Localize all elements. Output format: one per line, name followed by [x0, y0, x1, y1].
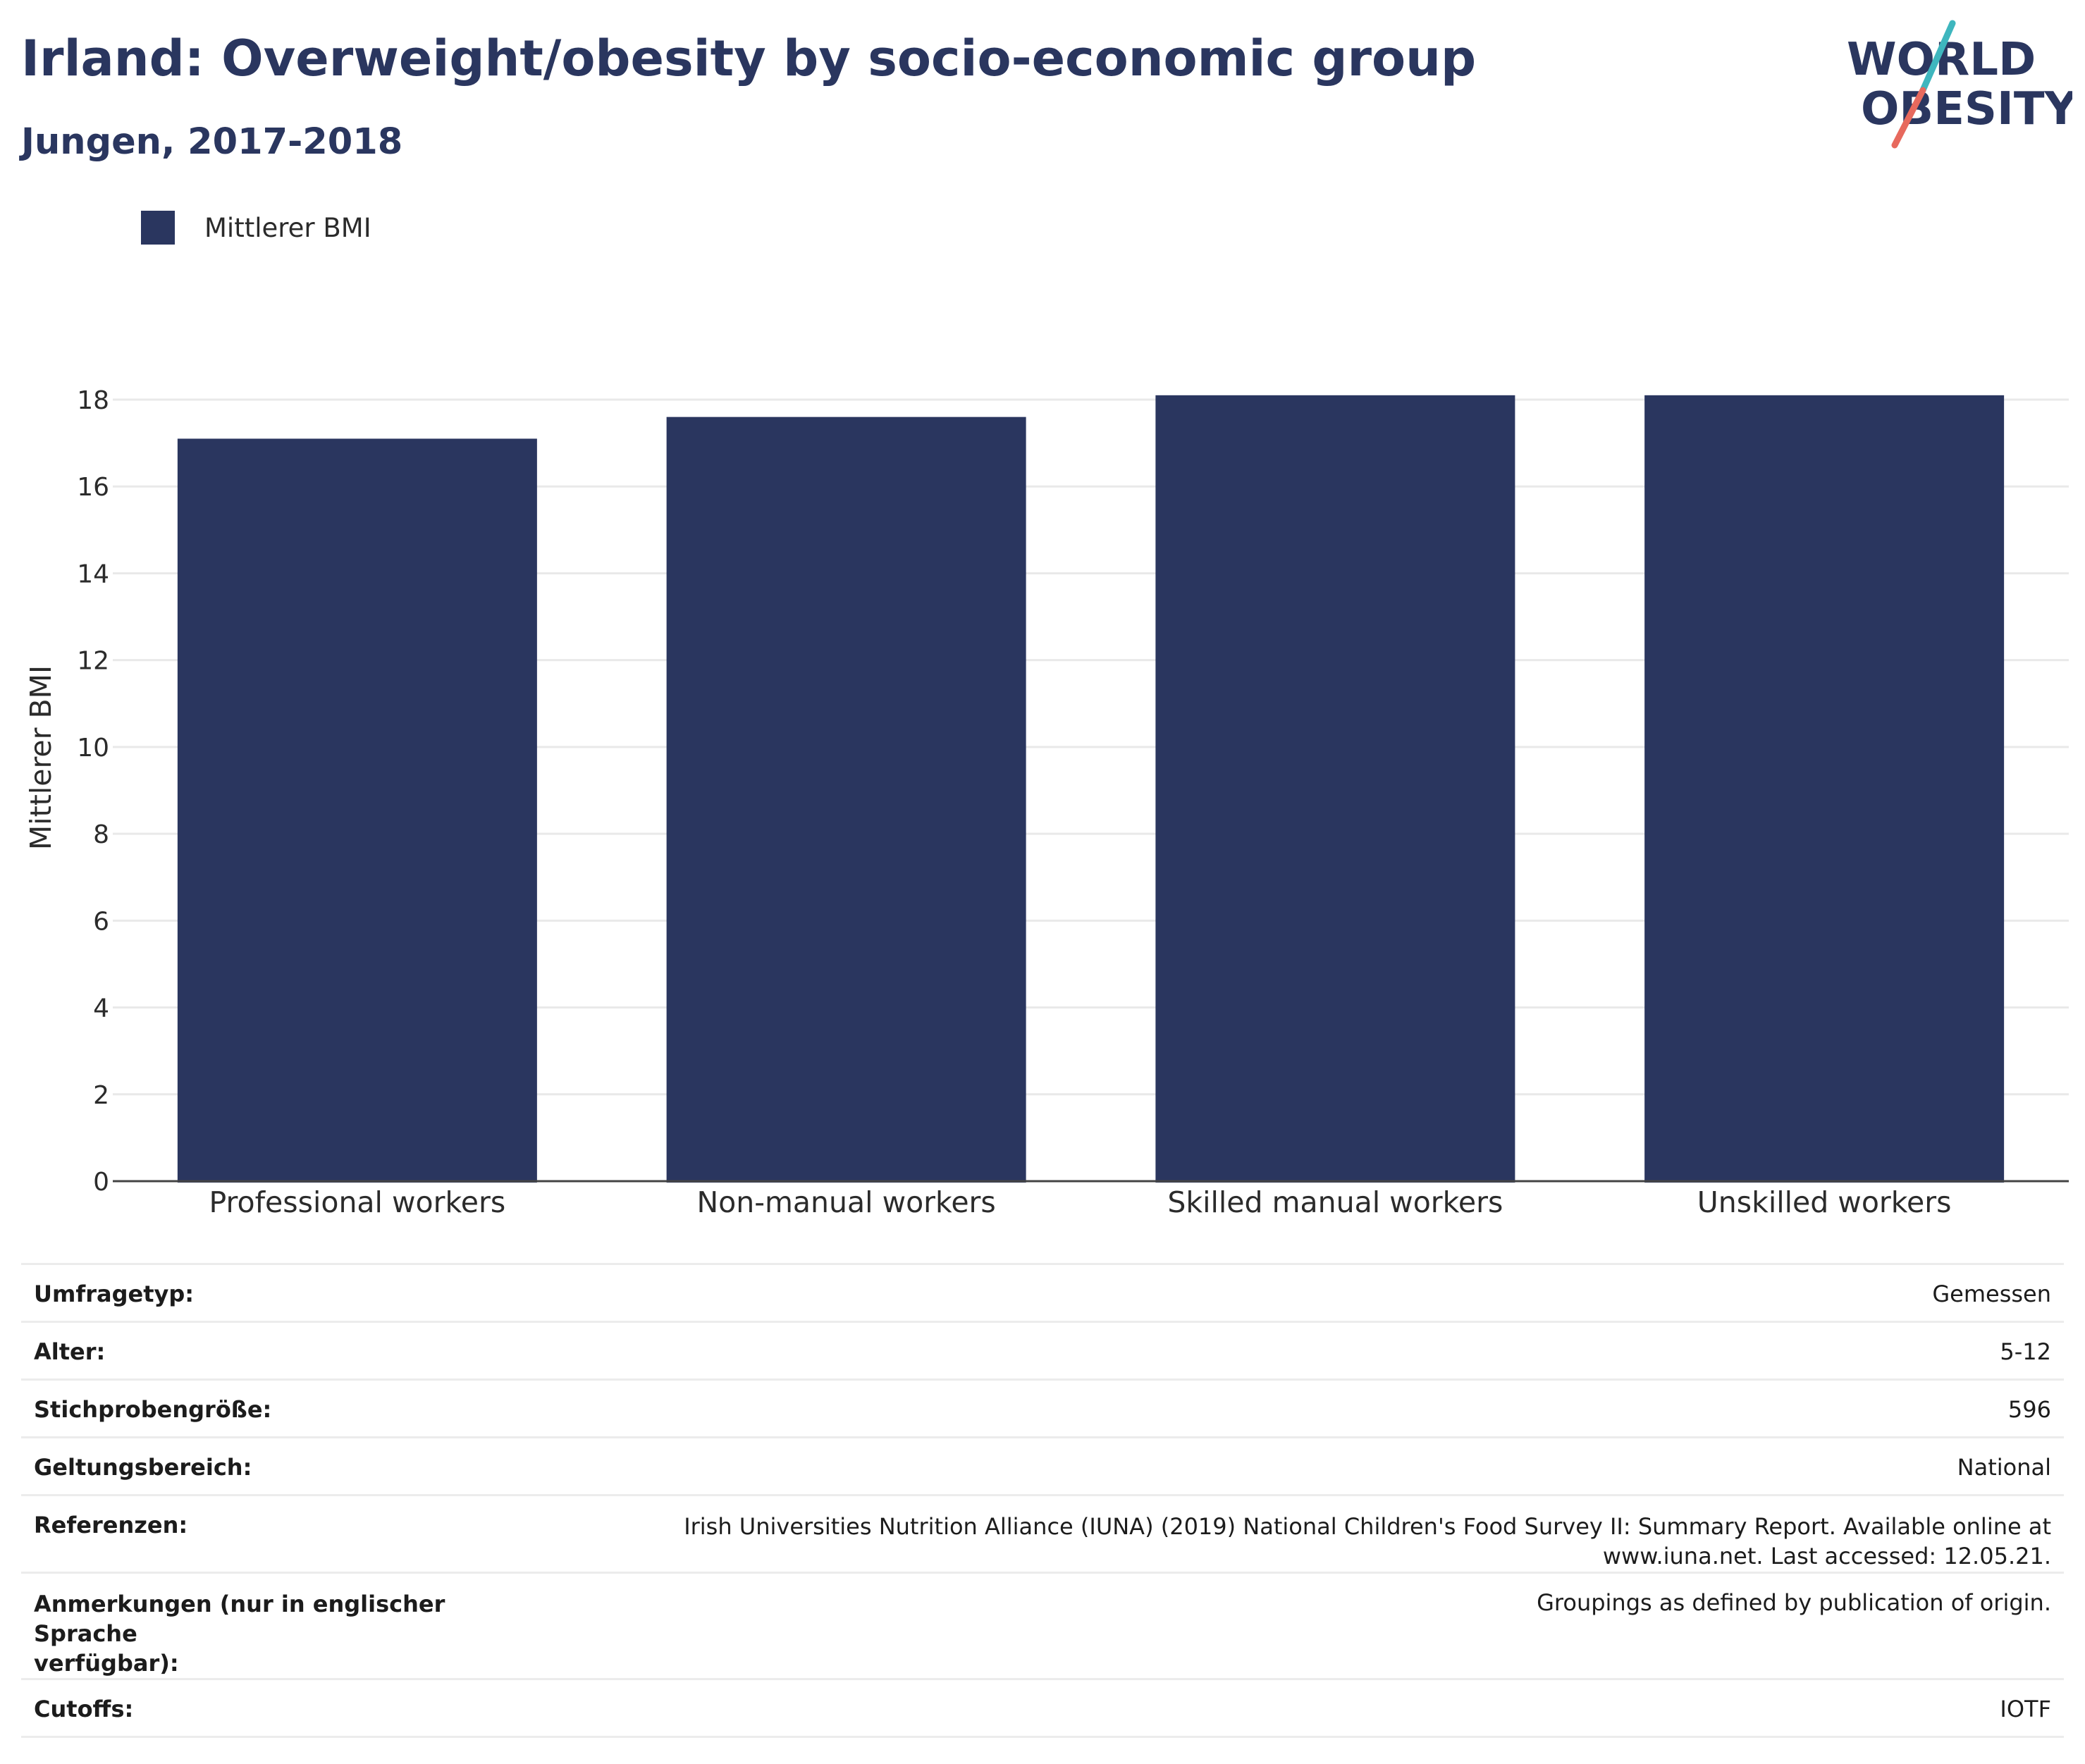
x-tick-label: Non-manual workers: [696, 1185, 995, 1219]
info-value: 5-12: [529, 1321, 2064, 1381]
info-row: Alter: 5-12: [21, 1321, 2064, 1381]
info-value-line: www.iuna.net. Last accessed: 12.05.21.: [1602, 1543, 2051, 1569]
info-row: Stichprobengröße: 596: [21, 1378, 2064, 1438]
info-row: Umfragetyp: Gemessen: [21, 1263, 2064, 1323]
info-value: 596: [529, 1378, 2064, 1438]
bar[interactable]: [1155, 395, 1515, 1183]
y-tick-label: 4: [93, 994, 109, 1023]
info-key: Anmerkungen (nur in englischer Sprache ve…: [21, 1572, 529, 1680]
info-table: Umfragetyp: Gemessen Alter: 5-12 Stichproben…: [21, 1263, 2064, 1738]
x-tick-label: Professional workers: [209, 1185, 506, 1219]
chart-subtitle: Jungen, 2017-2018: [21, 121, 403, 163]
info-value: Gemessen: [529, 1263, 2064, 1323]
y-tick-label: 0: [93, 1168, 109, 1197]
info-row: Geltungsbereich: National: [21, 1436, 2064, 1496]
world-obesity-logo: WORLD OBESITY: [1840, 20, 2072, 150]
y-tick-label: 10: [77, 734, 109, 763]
y-tick-label: 8: [93, 820, 109, 849]
x-tick-label: Skilled manual workers: [1167, 1185, 1503, 1219]
y-tick-label: 12: [77, 647, 109, 676]
x-tick-label: Unskilled workers: [1697, 1185, 1952, 1219]
info-key: Alter:: [21, 1321, 529, 1381]
legend-swatch: [141, 211, 175, 245]
info-value: National: [529, 1436, 2064, 1496]
bar-chart: 0 2 4 6 8 10 12 14 16 18 Professional workers Non-…: [24, 386, 2069, 1219]
info-key: Cutoffs:: [21, 1678, 529, 1738]
y-tick-labels: 0 2 4 6 8 10 12 14 16 18: [77, 386, 109, 1197]
info-key-line: Anmerkungen (nur in englischer Sprache: [34, 1591, 445, 1647]
y-tick-label: 14: [77, 560, 109, 588]
bar[interactable]: [666, 417, 1026, 1183]
info-value: IOTF: [529, 1678, 2064, 1738]
logo-line2: OBESITY: [1861, 83, 2072, 135]
y-tick-label: 18: [77, 386, 109, 415]
info-value: Groupings as defined by publication of o…: [529, 1572, 2064, 1680]
legend-label: Mittlerer BMI: [204, 212, 371, 243]
info-value: Irish Universities Nutrition Alliance (I…: [529, 1494, 2064, 1574]
info-key: Referenzen:: [21, 1494, 529, 1574]
bar[interactable]: [1644, 395, 2005, 1183]
info-value-line: Irish Universities Nutrition Alliance (I…: [684, 1513, 2051, 1540]
info-key-line: verfügbar):: [34, 1650, 179, 1677]
logo-slash-top: [1919, 20, 1956, 94]
y-tick-label: 6: [93, 907, 109, 936]
chart-title: Irland: Overweight/obesity by socio-econ…: [21, 30, 1477, 87]
logo-slash-bottom: [1891, 87, 1926, 149]
bar[interactable]: [177, 438, 537, 1183]
info-key: Umfragetyp:: [21, 1263, 529, 1323]
x-tick-labels: Professional workers Non-manual workers Sk…: [209, 1185, 1952, 1219]
bars: [177, 395, 2005, 1183]
y-tick-label: 2: [93, 1081, 109, 1110]
info-key: Geltungsbereich:: [21, 1436, 529, 1496]
info-row: Anmerkungen (nur in englischer Sprache ve…: [21, 1572, 2064, 1680]
info-key: Stichprobengröße:: [21, 1378, 529, 1438]
y-axis-label: Mittlerer BMI: [24, 665, 58, 850]
y-tick-label: 16: [77, 473, 109, 502]
chart-legend[interactable]: Mittlerer BMI: [141, 210, 371, 245]
info-row: Referenzen: Irish Universities Nutrition …: [21, 1494, 2064, 1574]
info-row: Cutoffs: IOTF: [21, 1678, 2064, 1738]
